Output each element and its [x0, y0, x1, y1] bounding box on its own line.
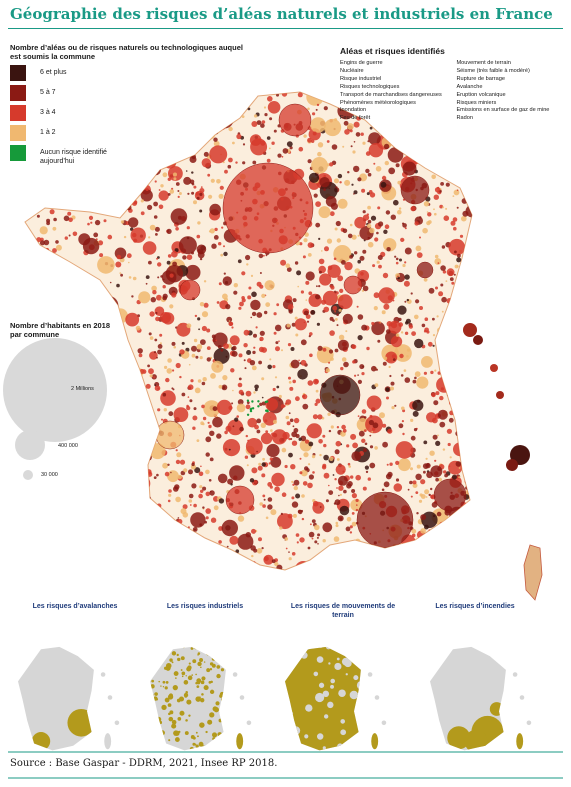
- hazard-item: Rupture de barrage: [456, 75, 505, 82]
- hazard-item: Eruption volcanique: [456, 91, 506, 98]
- legend-bucket-label: 1 à 2: [40, 129, 56, 136]
- hazard-item: Avalanche: [456, 83, 483, 90]
- pop-label-small: 30 000: [41, 472, 58, 478]
- corsica-island: [523, 544, 543, 601]
- pop-bubble-medium: [15, 430, 45, 460]
- page-title: Géographie des risques d’aléas naturels …: [10, 5, 553, 23]
- legend-swatch: [10, 85, 26, 101]
- hazard-list-col1: Engins de guerre Nucléaire Risque industri…: [340, 60, 456, 123]
- overseas-territories: [463, 323, 530, 471]
- hazard-item: Emissions en surface de gaz de mine: [456, 107, 550, 114]
- mini-map-title-industriels: Les risques industriels: [166, 603, 244, 610]
- legend-swatch: [10, 65, 26, 81]
- hazard-list-col2: Mouvement de terrain Séisme (très faible …: [456, 60, 565, 123]
- legend-risk-count: Nombre d’aléas ou de risques naturels ou…: [10, 43, 255, 166]
- mini-map-title-mouvements: Les risques de mouvements de terrain: [290, 603, 396, 619]
- hazard-item: Risques miniers: [456, 99, 497, 106]
- mini-map-title-incendies: Les risques d’incendies: [435, 603, 515, 610]
- hazard-item: Engins de guerre: [340, 60, 383, 66]
- mini-map-0: [18, 646, 120, 751]
- hazard-item: Risque industriel: [340, 75, 382, 82]
- source-note: Source : Base Gaspar - DDRM, 2021, Insee…: [10, 758, 278, 769]
- pop-bubble-large: [3, 338, 107, 442]
- mini-maps: [18, 646, 532, 751]
- legend-hazard-title: Aléas et risques identifiés: [340, 46, 445, 56]
- hazard-item: Risques technologiques: [340, 83, 400, 90]
- hazard-item: Phénomènes météorologiques: [340, 99, 416, 106]
- hazard-item: Inondation: [340, 107, 367, 114]
- pop-label-medium: 400 000: [58, 443, 78, 449]
- legend-bucket-label: 6 et plus: [40, 69, 67, 76]
- legend-swatch: [10, 125, 26, 141]
- legend-swatch: [10, 145, 26, 161]
- hazard-item: Feu de forêt: [340, 115, 371, 122]
- legend-population-title: Nombre d’habitants en 2018 par commune: [10, 321, 111, 339]
- legend-bucket-label: Aucun risque identifié aujourd’hui: [40, 149, 107, 165]
- legend-bucket: Aucun risque identifié aujourd’hui: [10, 145, 255, 166]
- legend-hazard-types: Aléas et risques identifiés Engins de gu…: [340, 46, 565, 123]
- legend-bucket: 3 à 4: [10, 105, 255, 121]
- hazard-item: Séisme (très faible à modéré): [456, 67, 530, 74]
- legend-bucket-label: 5 à 7: [40, 89, 56, 96]
- legend-bucket: 1 à 2: [10, 125, 255, 141]
- title-rule: [8, 28, 563, 29]
- pop-bubble-small: [23, 470, 33, 480]
- mini-map-1: [150, 646, 252, 751]
- pop-label-large: 2 Millions: [71, 386, 94, 392]
- legend-bucket-label: 3 à 4: [40, 109, 56, 116]
- legend-bucket: 5 à 7: [10, 85, 255, 101]
- hazard-item: Radon: [456, 115, 473, 122]
- legend-population: Nombre d’habitants en 2018 par commune: [10, 321, 120, 339]
- mini-map-3: [430, 646, 532, 751]
- hazard-item: Transport de marchandises dangereuses: [340, 91, 442, 98]
- mini-map-title-avalanches: Les risques d’avalanches: [32, 603, 118, 610]
- hazard-item: Nucléaire: [340, 67, 364, 74]
- mini-map-2: [285, 646, 387, 751]
- legend-bucket: 6 et plus: [10, 65, 255, 81]
- legend-risk-count-title: Nombre d’aléas ou de risques naturels ou…: [10, 43, 243, 61]
- legend-swatch: [10, 105, 26, 121]
- hazard-item: Mouvement de terrain: [456, 60, 511, 66]
